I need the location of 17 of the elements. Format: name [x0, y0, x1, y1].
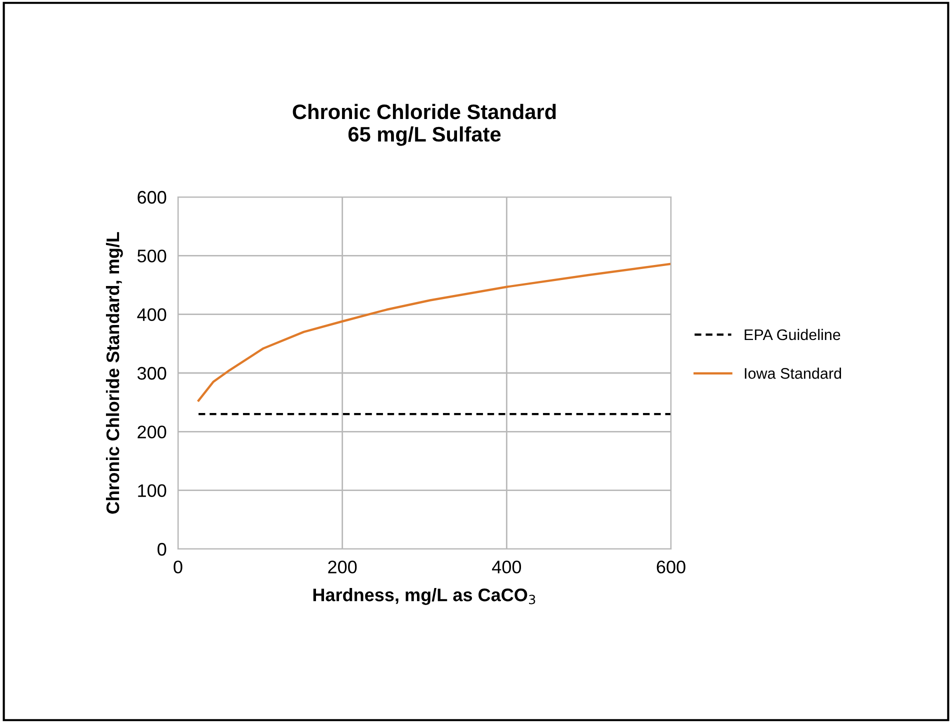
x-tick-label: 200	[328, 560, 357, 574]
y-tick-label: 300	[137, 366, 166, 380]
legend-label: EPA Guideline	[744, 328, 840, 340]
x-tick-label: 400	[492, 560, 522, 574]
y-tick-label: 100	[138, 484, 166, 498]
legend-label: Iowa Standard	[744, 368, 842, 379]
y-tick-label: 500	[137, 250, 166, 262]
x-tick-label: 600	[656, 560, 686, 574]
chart-title: Chronic Chloride Standard 65 mg/L Sulfate	[292, 104, 556, 146]
x-tick-label: 0	[174, 560, 182, 574]
y-tick-label: 600	[138, 190, 166, 204]
y-tick-label: 200	[138, 426, 166, 438]
y-axis-title: Chronic Chloride Standard, mg/L	[106, 232, 123, 514]
y-tick-label: 0	[158, 542, 166, 556]
line-series	[197, 262, 671, 402]
y-tick-label: 400	[137, 308, 166, 322]
x-axis-title: Hardness, mg/L as CaCO$_{3}$	[313, 588, 536, 605]
